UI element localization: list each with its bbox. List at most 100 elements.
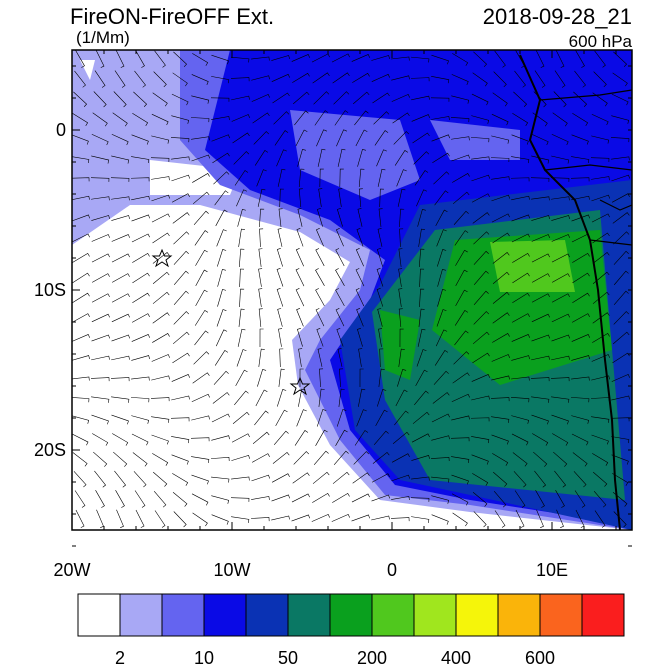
wind-barb [511, 355, 530, 361]
date: 2018-09-28_21 [483, 4, 632, 29]
wind-barb [91, 273, 110, 283]
wind-barb [72, 355, 90, 361]
wind-barb [295, 248, 304, 267]
units: (1/Mm) [76, 28, 130, 47]
wind-barb [391, 453, 410, 463]
wind-barb [351, 514, 370, 522]
wind-barb [378, 208, 383, 227]
wind-barb [613, 270, 629, 286]
wind-barb [316, 328, 324, 347]
wind-barb [312, 493, 330, 503]
wind-barb [251, 453, 270, 463]
wind-barb [514, 490, 526, 508]
wind-barb [451, 456, 470, 464]
wind-barb [151, 113, 169, 126]
wind-barb [313, 91, 330, 105]
wind-barb [316, 129, 328, 147]
wind-barb [111, 313, 130, 323]
wind-barb [258, 348, 265, 367]
lon-label: 20W [53, 560, 90, 580]
wind-barb [130, 177, 150, 182]
wind-barb [152, 333, 170, 343]
wind-barb [91, 355, 110, 361]
colorbar-label: 2 [115, 648, 125, 667]
wind-barb [610, 137, 630, 143]
wind-barb [250, 517, 270, 522]
wind-barb [273, 430, 289, 446]
wind-barb [613, 311, 630, 325]
wind-barb [272, 92, 290, 104]
wind-barb [551, 273, 570, 283]
wind-barb [154, 510, 166, 528]
wind-barb [116, 509, 124, 528]
wind-barb [110, 377, 130, 382]
wind-barb [338, 188, 343, 207]
wind-barb [571, 195, 590, 201]
wind-barb [551, 414, 569, 425]
wind-barb [152, 232, 170, 244]
wind-barb [191, 136, 210, 141]
wind-barb [114, 470, 127, 488]
wind-barb [213, 370, 229, 385]
wind-barb [490, 157, 510, 162]
wind-barb [254, 410, 269, 426]
wind-barb [511, 233, 530, 243]
wind-barb [592, 471, 608, 487]
wind-barb [237, 208, 246, 227]
wind-barb [337, 348, 343, 367]
wind-barb [494, 510, 506, 528]
wind-barb [291, 493, 310, 503]
wind-field [72, 50, 630, 528]
wind-barb [494, 50, 506, 68]
wind-barb [235, 369, 248, 387]
wind-barb [212, 392, 230, 404]
wind-barb [191, 95, 210, 104]
wind-barb [72, 214, 90, 222]
wind-barb [191, 393, 210, 403]
colorbar-label: 600 [525, 648, 555, 667]
wind-barb [472, 473, 489, 486]
wind-barb [111, 396, 130, 403]
wind-barb [473, 51, 487, 67]
wind-barb [411, 56, 430, 63]
wind-barb [72, 134, 89, 145]
wind-barb [531, 155, 550, 164]
wind-barb [354, 110, 369, 126]
wind-barb [316, 208, 323, 227]
wind-barb [394, 410, 409, 426]
colorbar: 2 10 50 200 400 600 [77, 593, 625, 668]
title: FireON-FireOFF Ext. [70, 4, 274, 29]
wind-barb [172, 473, 189, 486]
wind-barb [472, 331, 490, 345]
wind-barb [73, 91, 88, 107]
wind-barb [536, 509, 544, 528]
wind-barb [376, 149, 387, 167]
colorbar-label: 50 [278, 648, 298, 667]
borders [539, 89, 632, 246]
wind-barb [72, 156, 90, 164]
wind-barb [511, 376, 530, 381]
wind-barb [455, 289, 468, 306]
wind-barb [294, 430, 309, 446]
wind-barb [411, 476, 430, 481]
wind-barb [211, 495, 230, 504]
wind-barb [276, 248, 283, 267]
wind-barb [553, 91, 567, 108]
wind-barb [492, 471, 508, 487]
wind-barb [131, 355, 150, 361]
wind-barb [312, 471, 330, 484]
wind-barb [72, 177, 90, 182]
wind-barb [535, 490, 545, 508]
wind-barb [238, 308, 245, 327]
wind-barb [315, 268, 325, 286]
wind-barb [195, 249, 208, 266]
wind-barb [472, 492, 488, 507]
wind-barb [356, 308, 364, 327]
wind-barb [317, 148, 326, 167]
wind-barb [591, 113, 609, 126]
wind-barb [398, 268, 403, 287]
wind-barb [316, 409, 327, 427]
wind-barb [295, 288, 305, 307]
wind-barb [378, 328, 383, 347]
wind-barb [131, 433, 149, 446]
